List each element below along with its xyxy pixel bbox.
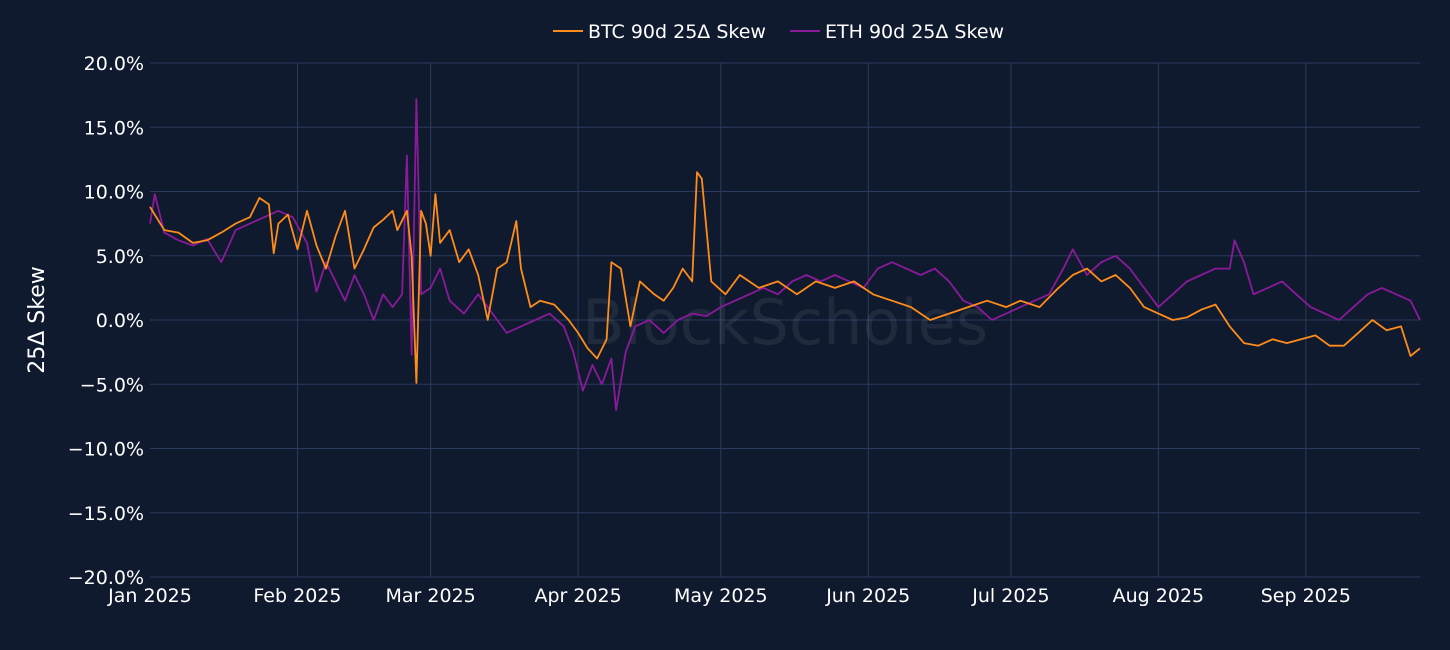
x-tick-label: Apr 2025 xyxy=(534,585,621,607)
y-tick-label: −10.0% xyxy=(68,439,144,461)
y-tick-labels: 20.0% 15.0% 10.0% 5.0% 0.0% −5.0% −10.0% −15.0%… xyxy=(68,53,144,589)
y-tick-label: 0.0% xyxy=(96,310,144,332)
x-tick-label: Sep 2025 xyxy=(1261,585,1351,607)
legend: BTC 90d 25Δ Skew ETH 90d 25Δ Skew xyxy=(553,21,1004,43)
x-tick-label: Feb 2025 xyxy=(253,585,341,607)
eth-skew-line xyxy=(149,98,1421,411)
y-tick-label: −20.0% xyxy=(68,567,144,589)
legend-item-btc[interactable]: BTC 90d 25Δ Skew xyxy=(553,21,766,43)
legend-item-eth[interactable]: ETH 90d 25Δ Skew xyxy=(790,21,1004,43)
x-tick-label: Aug 2025 xyxy=(1113,585,1205,607)
x-tick-label: Jan 2025 xyxy=(107,585,192,607)
x-tick-label: May 2025 xyxy=(674,585,768,607)
y-tick-label: −15.0% xyxy=(68,503,144,525)
y-tick-label: 5.0% xyxy=(96,246,144,268)
series-layer xyxy=(149,98,1421,411)
legend-label-eth: ETH 90d 25Δ Skew xyxy=(825,21,1004,43)
x-tick-label: Jun 2025 xyxy=(825,585,910,607)
watermark: BlockScholes xyxy=(582,286,988,359)
y-tick-label: 10.0% xyxy=(84,182,144,204)
y-tick-label: 20.0% xyxy=(84,53,144,75)
btc-skew-line xyxy=(149,171,1421,384)
x-tick-label: Mar 2025 xyxy=(386,585,476,607)
y-axis-title: 25Δ Skew xyxy=(25,266,50,374)
x-tick-label: Jul 2025 xyxy=(971,585,1049,607)
x-tick-labels: Jan 2025 Feb 2025 Mar 2025 Apr 2025 May 2025… xyxy=(107,585,1351,607)
legend-label-btc: BTC 90d 25Δ Skew xyxy=(588,21,766,43)
y-tick-label: 15.0% xyxy=(84,117,144,139)
y-tick-label: −5.0% xyxy=(80,374,144,396)
